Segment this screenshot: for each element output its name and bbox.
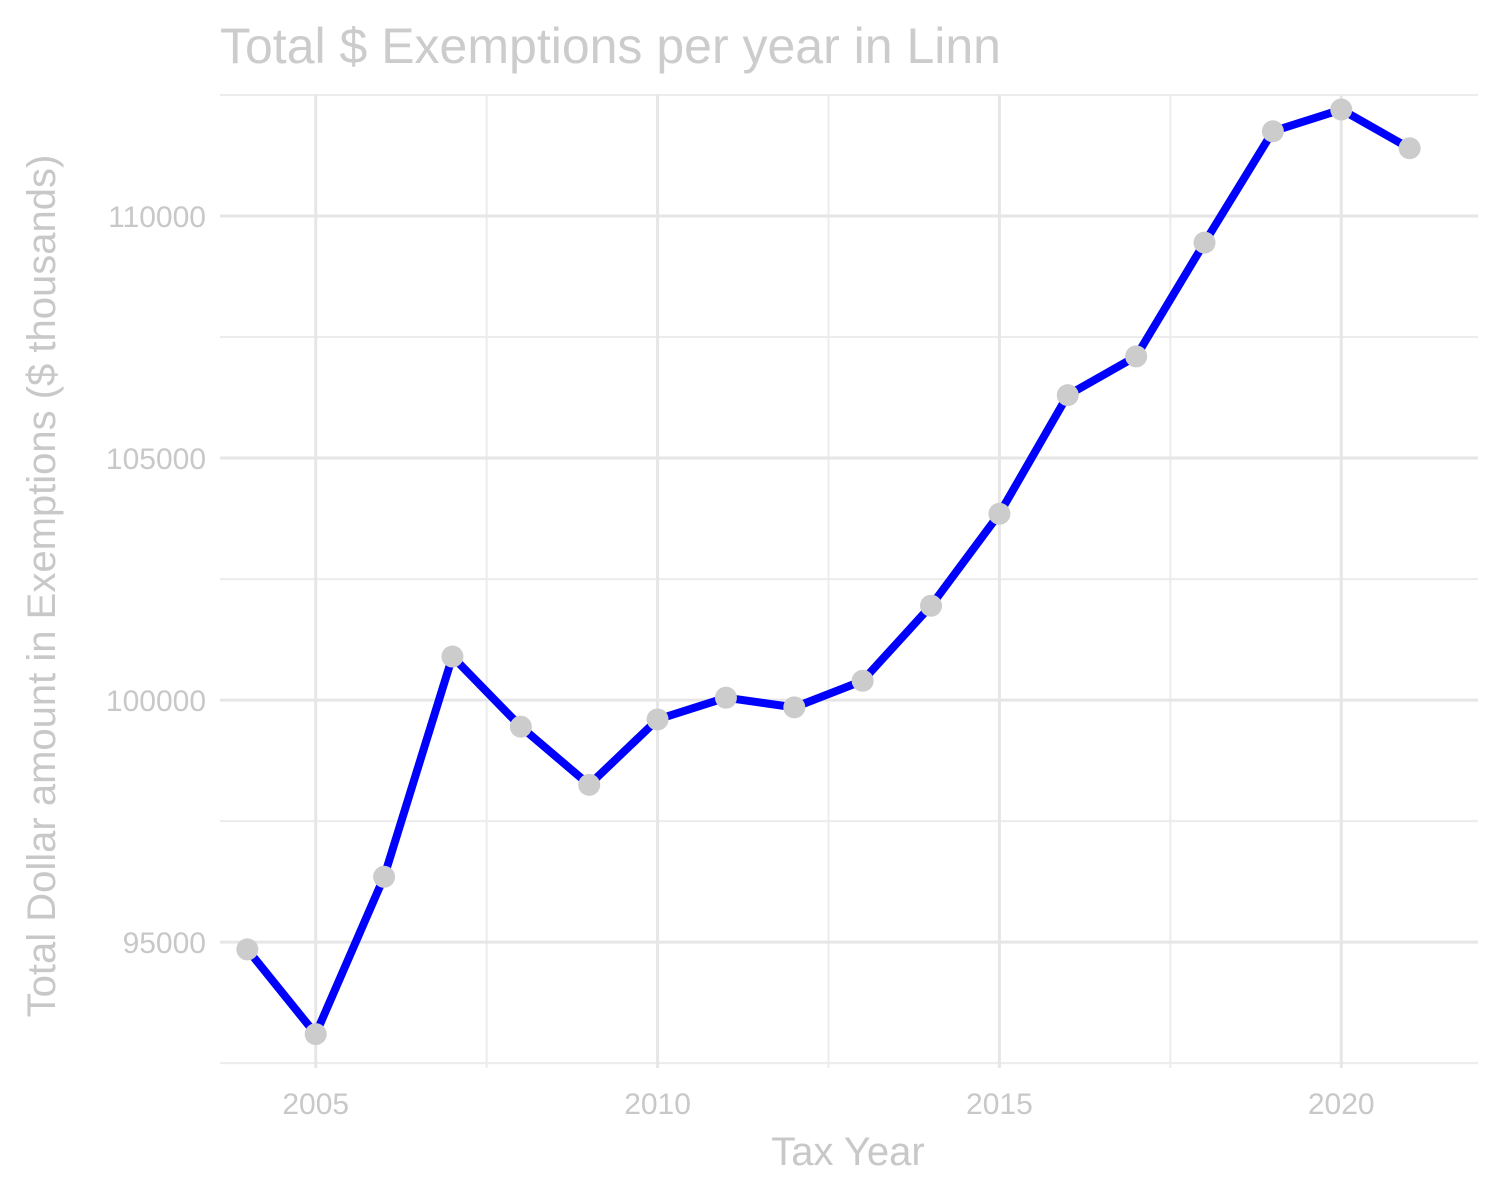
series-line-layer <box>243 105 1414 1039</box>
grid <box>220 94 1478 1068</box>
y-tick-label: 110000 <box>108 201 206 234</box>
chart-title: Total $ Exemptions per year in Linn <box>220 18 1001 74</box>
data-point <box>441 645 464 668</box>
x-tick-label: 2010 <box>624 1088 691 1121</box>
data-point <box>373 865 396 888</box>
data-point <box>920 594 943 617</box>
x-tick-label: 2015 <box>966 1088 1033 1121</box>
data-point <box>236 938 259 961</box>
data-point <box>1193 231 1216 254</box>
data-point <box>783 696 806 719</box>
y-tick-label: 105000 <box>106 443 206 476</box>
y-tick-labels: 95000 100000 105000 110000 <box>106 201 206 960</box>
x-tick-label: 2005 <box>282 1088 349 1121</box>
data-point <box>1330 98 1353 121</box>
data-point <box>714 686 737 709</box>
data-point <box>646 708 669 731</box>
x-tick-labels: 2005 2010 2015 2020 <box>282 1088 1374 1121</box>
x-tick-label: 2020 <box>1308 1088 1375 1121</box>
data-point <box>304 1023 327 1046</box>
series-line <box>243 105 1414 1039</box>
x-axis-title: Tax Year <box>771 1130 924 1174</box>
data-points <box>236 98 1421 1046</box>
data-point <box>578 773 601 796</box>
data-point <box>1056 384 1079 407</box>
data-point <box>988 502 1011 525</box>
data-point <box>1261 120 1284 143</box>
data-point <box>851 669 874 692</box>
y-axis-title: Total Dollar amount in Exemptions ($ tho… <box>20 155 64 1018</box>
data-point <box>1398 137 1421 160</box>
y-tick-label: 100000 <box>106 685 206 718</box>
y-tick-label: 95000 <box>123 927 206 960</box>
data-point <box>1125 345 1148 368</box>
data-point <box>509 715 532 738</box>
